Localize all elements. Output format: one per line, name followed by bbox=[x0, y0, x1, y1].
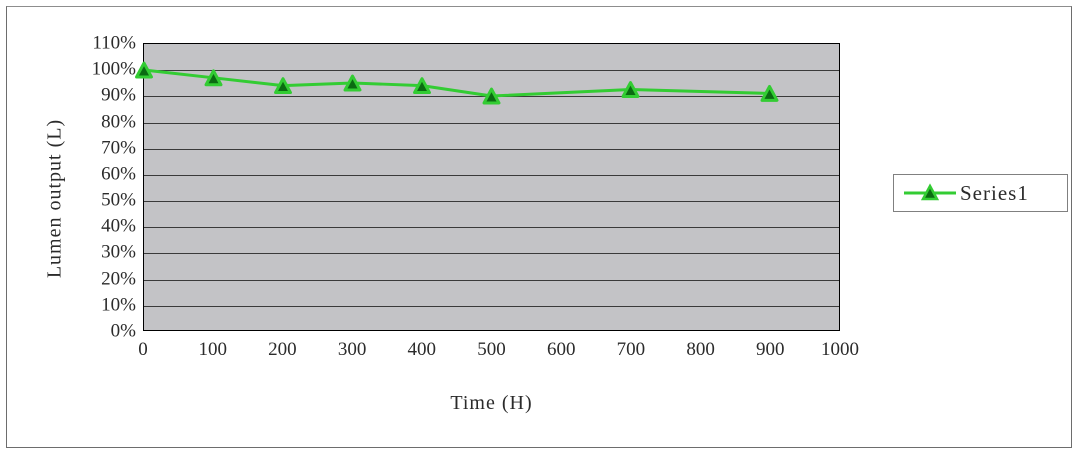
data-point-marker bbox=[204, 69, 223, 87]
gridline bbox=[144, 149, 839, 150]
y-axis-tick: 110% bbox=[92, 32, 136, 54]
gridline bbox=[144, 306, 839, 307]
data-point-marker bbox=[274, 77, 292, 95]
gridline bbox=[144, 201, 839, 202]
legend-series1-label: Series1 bbox=[960, 180, 1029, 205]
series-layer bbox=[135, 61, 779, 105]
y-axis-tick: 60% bbox=[101, 163, 136, 185]
y-axis-tick: 40% bbox=[101, 215, 136, 237]
y-axis-tick: 10% bbox=[101, 294, 136, 316]
y-axis-tick: 0% bbox=[110, 320, 136, 342]
data-point-marker bbox=[482, 87, 501, 105]
y-axis-tick: 100% bbox=[91, 58, 136, 80]
series1-markers bbox=[135, 61, 779, 105]
data-point-marker bbox=[135, 61, 153, 79]
x-axis-tick: 800 bbox=[686, 339, 715, 360]
y-axis-tick: 90% bbox=[101, 84, 136, 106]
data-point-marker bbox=[621, 81, 640, 98]
gridline bbox=[144, 70, 839, 71]
data-point-marker bbox=[343, 74, 362, 92]
y-axis-tick: 70% bbox=[101, 137, 136, 159]
gridline bbox=[144, 175, 839, 176]
gridline bbox=[144, 253, 839, 254]
x-axis-tick: 1000 bbox=[821, 339, 859, 360]
data-point-marker bbox=[760, 84, 779, 102]
plot-area bbox=[135, 43, 840, 331]
x-axis-tick: 900 bbox=[756, 339, 785, 360]
x-axis-tick: 300 bbox=[337, 339, 367, 360]
x-axis-tick: 200 bbox=[268, 339, 297, 360]
legend: Series1 bbox=[893, 174, 1068, 212]
x-axis-tick: 0 bbox=[138, 339, 148, 360]
x-axis-tick: 400 bbox=[407, 339, 437, 360]
gridline bbox=[144, 123, 839, 124]
data-point-marker bbox=[413, 77, 431, 95]
x-axis-title: Time (H) bbox=[450, 392, 533, 414]
x-axis-tick: 700 bbox=[616, 339, 646, 360]
y-axis-tick-labels: 110% 100% 90% 80% 70% 60% 50% 40% 30% 20% 10% 0% bbox=[60, 34, 136, 341]
gridline bbox=[144, 280, 839, 281]
y-axis-tick: 30% bbox=[101, 241, 136, 263]
y-axis-tick: 20% bbox=[101, 268, 136, 290]
x-axis-tick-labels: 0 100 200 300 400 500 600 700 800 900 1000 bbox=[138, 339, 859, 368]
x-axis-tick: 100 bbox=[198, 339, 227, 360]
y-axis-tick: 80% bbox=[101, 111, 136, 133]
x-axis-tick: 500 bbox=[477, 339, 506, 360]
gridline bbox=[144, 227, 839, 228]
legend-series1-symbol bbox=[904, 183, 956, 201]
series1-line bbox=[142, 68, 771, 98]
x-axis-tick: 600 bbox=[546, 339, 576, 360]
y-axis-tick: 50% bbox=[101, 189, 136, 211]
